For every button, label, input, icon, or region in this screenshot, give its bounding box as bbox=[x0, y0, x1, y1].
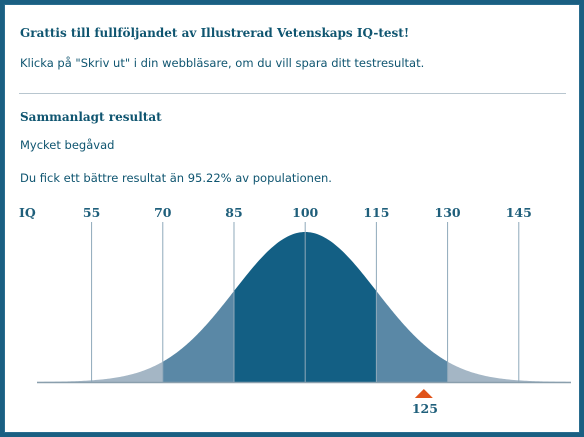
x-tick-label-70: 70 bbox=[154, 205, 172, 220]
classification-label: Mycket begåvad bbox=[20, 138, 115, 152]
curve-tail-left bbox=[37, 361, 163, 382]
score-marker-triangle bbox=[414, 389, 433, 398]
curve-band-right bbox=[376, 291, 448, 382]
x-tick-label-85: 85 bbox=[225, 205, 243, 220]
divider bbox=[19, 93, 566, 94]
percentile-text: Du fick ett bättre resultat än 95.22% av… bbox=[20, 171, 332, 185]
x-tick-label-145: 145 bbox=[505, 205, 532, 220]
x-tick-label-55: 55 bbox=[82, 205, 101, 220]
x-tick-label-115: 115 bbox=[363, 205, 390, 220]
x-tick-label-100: 100 bbox=[292, 205, 319, 220]
score-marker-label: 125 bbox=[411, 401, 438, 416]
result-heading: Sammanlagt resultat bbox=[20, 110, 162, 124]
print-hint: Klicka på "Skriv ut" i din webbläsare, o… bbox=[20, 56, 425, 70]
axis-label-iq: IQ bbox=[19, 205, 36, 220]
curve-tail-right bbox=[447, 361, 571, 382]
curve-band-left bbox=[162, 291, 234, 382]
x-tick-label-130: 130 bbox=[434, 205, 461, 220]
congrats-title: Grattis till fullföljandet av Illustrera… bbox=[20, 26, 410, 40]
